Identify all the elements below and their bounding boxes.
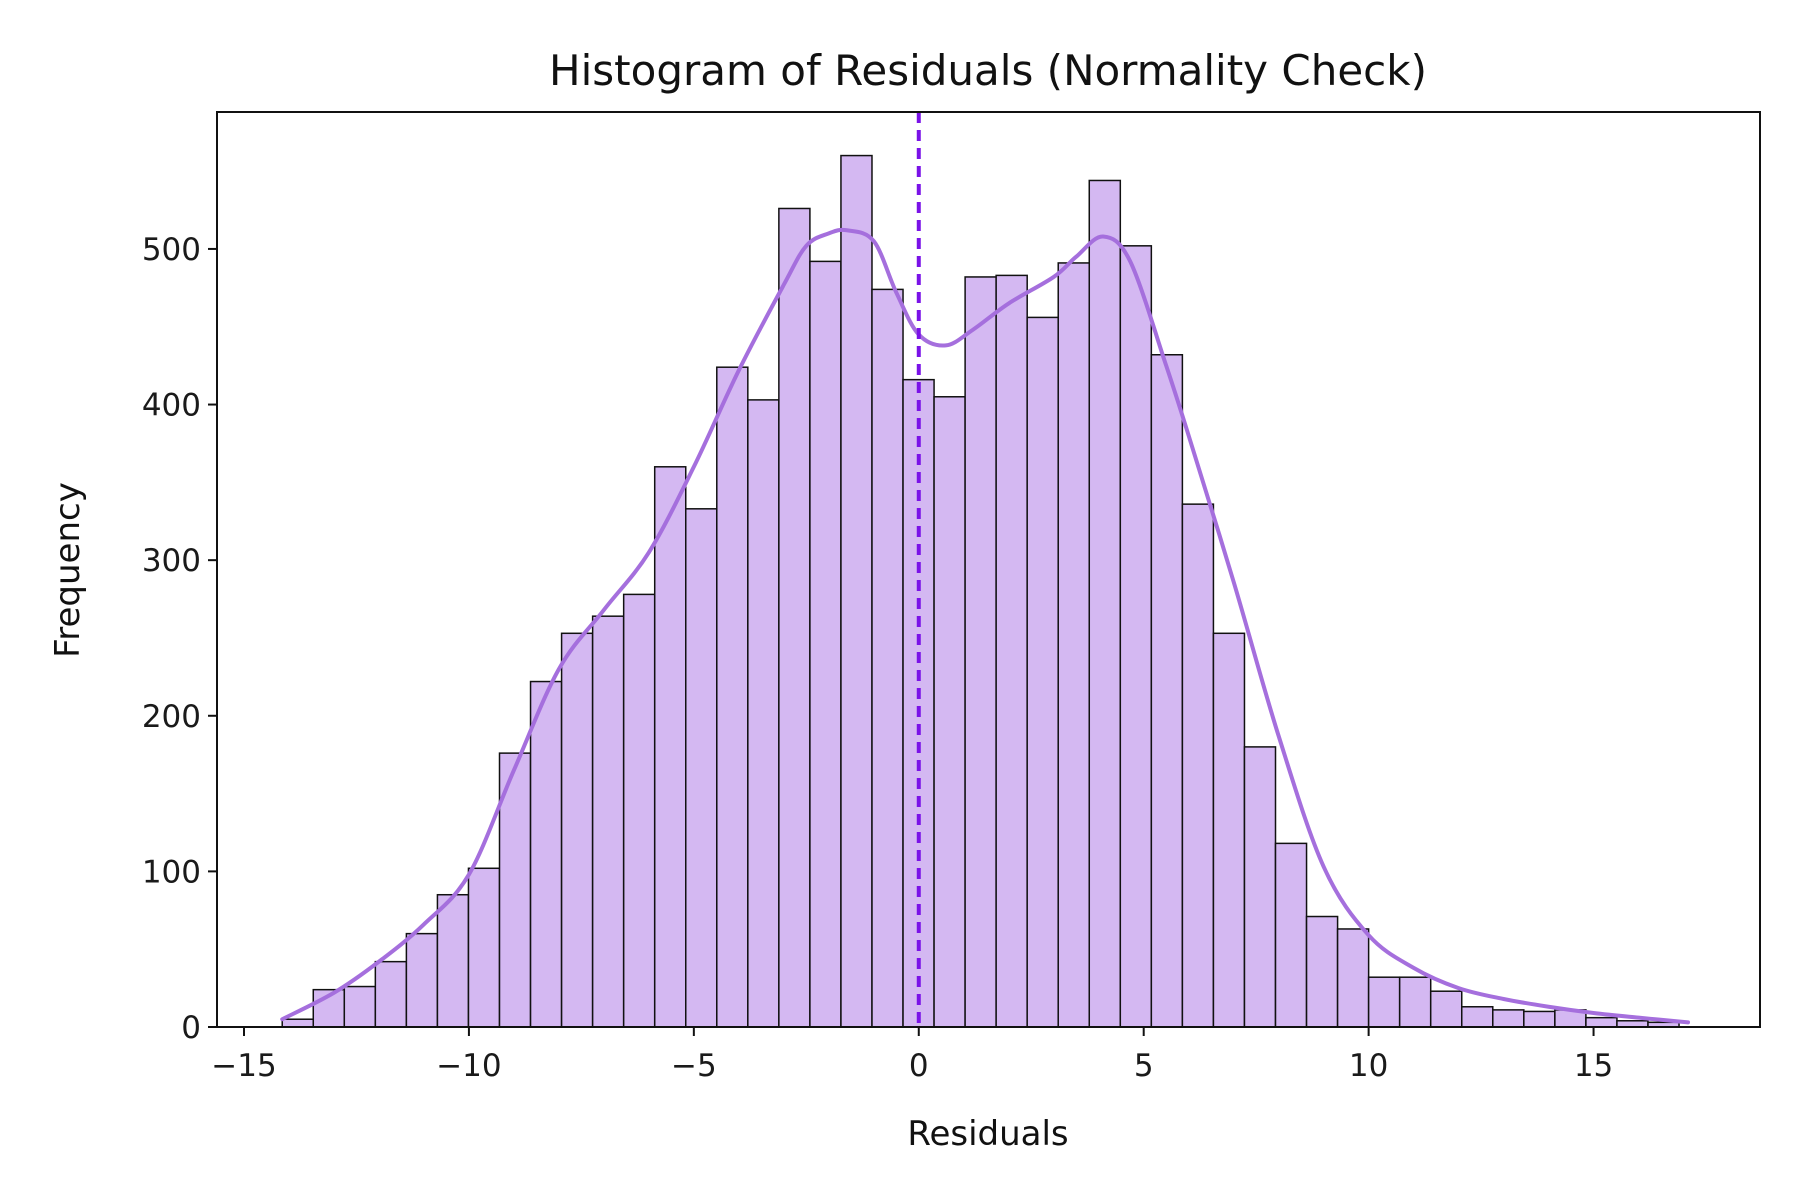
x-tick-label: 5 — [1134, 1048, 1154, 1084]
histogram-bar — [1119, 245, 1153, 1028]
histogram-bar — [1026, 316, 1059, 1028]
plot-frame — [216, 111, 1761, 1028]
histogram-bar — [405, 932, 439, 1028]
x-tick-label: −5 — [671, 1048, 717, 1084]
x-tick-label: 0 — [909, 1048, 929, 1084]
histogram-bar — [1523, 1010, 1556, 1028]
histogram-bar — [1305, 915, 1339, 1028]
histogram-bar — [1243, 746, 1277, 1028]
histogram-bar — [436, 893, 470, 1028]
histogram-bar — [529, 680, 563, 1028]
histogram-bar — [995, 274, 1028, 1028]
y-tick-label: 100 — [142, 854, 201, 890]
histogram-bar — [1057, 262, 1091, 1028]
histogram-bar — [467, 867, 501, 1028]
histogram-bar — [622, 593, 656, 1028]
histogram-bar — [778, 207, 811, 1028]
y-tick-label: 400 — [142, 388, 201, 424]
kde-curve — [280, 227, 1691, 1025]
histogram-bar — [374, 960, 408, 1028]
x-tick-label: −15 — [211, 1048, 276, 1084]
histogram-bar — [684, 508, 718, 1028]
histogram-bar — [560, 632, 594, 1028]
histogram-bar — [1088, 179, 1122, 1028]
histogram-bar — [1492, 1009, 1525, 1028]
x-axis: −15 −10 −5 0 5 10 15 — [211, 1027, 1613, 1084]
histogram-bar — [343, 985, 377, 1028]
histogram-bar — [964, 276, 997, 1028]
histogram-bar — [281, 1018, 315, 1028]
histogram-bar — [840, 154, 873, 1028]
chart-title: Histogram of Residuals (Normality Check) — [549, 46, 1427, 95]
histogram-bar — [653, 466, 687, 1028]
y-tick-label: 0 — [181, 1010, 201, 1046]
histogram-bar — [1585, 1016, 1618, 1028]
histogram-bar — [1367, 976, 1401, 1028]
histogram-bar — [871, 288, 904, 1028]
histogram-bar — [498, 752, 532, 1028]
kde-layer — [280, 227, 1691, 1025]
x-tick-label: 10 — [1349, 1048, 1388, 1084]
histogram-bar — [1181, 503, 1215, 1028]
histogram-bar — [1429, 990, 1463, 1028]
histogram-bar — [1460, 1006, 1494, 1028]
histogram-bar — [747, 399, 780, 1028]
histogram-bar — [1398, 976, 1432, 1028]
x-tick-label: −10 — [436, 1048, 501, 1084]
y-tick-label: 300 — [142, 543, 201, 579]
histogram-bar — [1212, 632, 1246, 1028]
bars-layer — [281, 154, 1680, 1028]
x-tick-label: 15 — [1574, 1048, 1613, 1084]
histogram-bar — [716, 366, 749, 1028]
histogram-bar — [1150, 354, 1184, 1028]
y-tick-label: 500 — [142, 232, 201, 268]
y-axis-label: Frequency — [48, 482, 88, 658]
histogram-bar — [1336, 928, 1370, 1028]
histogram-bar — [1274, 842, 1308, 1028]
x-axis-label: Residuals — [907, 1114, 1068, 1154]
y-tick-label: 200 — [142, 699, 201, 735]
histogram-bar — [809, 260, 842, 1028]
histogram-bar — [933, 396, 966, 1028]
y-axis: 0 100 200 300 400 500 — [142, 232, 217, 1046]
histogram-bar — [591, 615, 625, 1028]
